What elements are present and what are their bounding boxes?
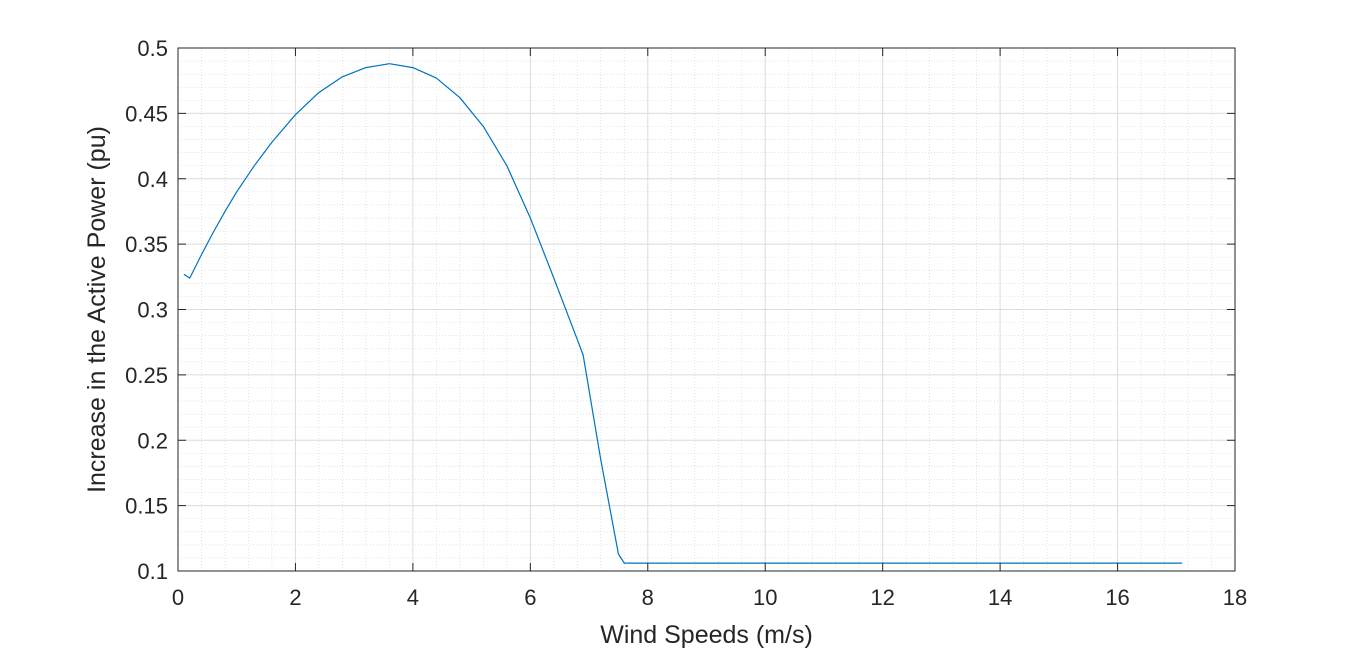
- x-tick-label: 10: [753, 585, 777, 610]
- y-axis-label: Increase in the Active Power (pu): [83, 126, 111, 493]
- x-tick-label: 12: [870, 585, 894, 610]
- y-tick-label: 0.3: [137, 298, 168, 323]
- y-tick-label: 0.45: [125, 101, 168, 126]
- y-tick-label: 0.35: [125, 232, 168, 257]
- x-tick-label: 16: [1105, 585, 1129, 610]
- x-tick-label: 0: [172, 585, 184, 610]
- x-tick-label: 14: [988, 585, 1012, 610]
- x-tick-labels: 0 2 4 6 8 10 12 14 16 18: [172, 585, 1247, 610]
- x-tick-label: 4: [407, 585, 419, 610]
- y-tick-labels: 0.1 0.15 0.2 0.25 0.3 0.35 0.4 0.45 0.5: [125, 36, 168, 584]
- axis-ticks: [177, 47, 1236, 572]
- x-tick-label: 8: [642, 585, 654, 610]
- y-tick-label: 0.5: [137, 36, 168, 61]
- x-axis-label: Wind Speeds (m/s): [600, 621, 813, 649]
- x-tick-label: 6: [524, 585, 536, 610]
- x-tick-label: 2: [289, 585, 301, 610]
- x-tick-label: 18: [1223, 585, 1247, 610]
- y-tick-label: 0.25: [125, 363, 168, 388]
- y-tick-label: 0.15: [125, 494, 168, 519]
- y-tick-label: 0.1: [137, 559, 168, 584]
- y-tick-label: 0.2: [137, 428, 168, 453]
- y-tick-label: 0.4: [137, 167, 168, 192]
